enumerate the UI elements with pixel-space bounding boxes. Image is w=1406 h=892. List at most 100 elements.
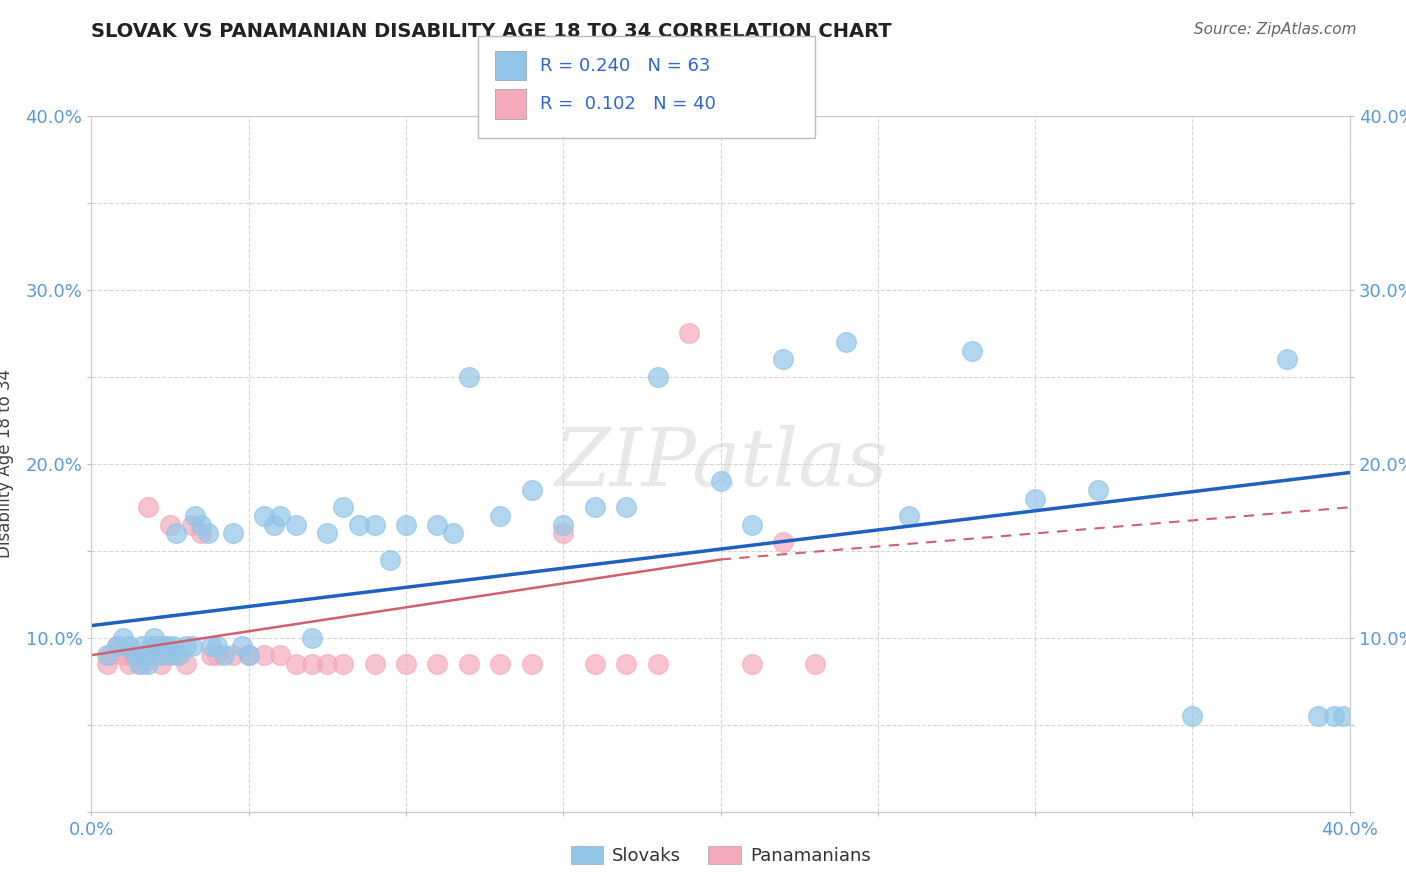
Point (457, 657, 479, 671)
Point (253, 648, 276, 662)
Point (426, 517, 449, 532)
Point (238, 648, 260, 662)
Point (553, 526, 575, 541)
Point (1308, 709, 1330, 723)
Text: R = 0.240   N = 63: R = 0.240 N = 63 (540, 56, 710, 75)
Point (222, 648, 245, 662)
Point (205, 640, 228, 654)
Text: SLOVAK VS PANAMANIAN DISABILITY AGE 18 TO 34 CORRELATION CHART: SLOVAK VS PANAMANIAN DISABILITY AGE 18 T… (91, 22, 891, 41)
Point (238, 648, 260, 662)
Text: R =  0.102   N = 40: R = 0.102 N = 40 (540, 95, 716, 113)
Point (222, 526, 245, 541)
Point (962, 343, 984, 358)
Point (520, 657, 543, 671)
Point (136, 657, 159, 671)
Point (200, 640, 222, 654)
Point (553, 517, 575, 532)
Point (395, 517, 418, 532)
Point (96, 648, 118, 662)
Point (200, 648, 222, 662)
Point (159, 517, 181, 532)
Point (709, 474, 731, 488)
Point (269, 648, 291, 662)
Point (134, 648, 156, 662)
Point (143, 631, 166, 645)
Point (489, 657, 512, 671)
Point (457, 369, 479, 384)
Point (111, 631, 134, 645)
Point (118, 657, 141, 671)
Point (772, 352, 794, 367)
Point (363, 517, 385, 532)
Point (284, 517, 307, 532)
Point (152, 640, 174, 654)
Point (741, 517, 763, 532)
Point (489, 508, 512, 523)
Point (647, 657, 669, 671)
Text: Source: ZipAtlas.com: Source: ZipAtlas.com (1194, 22, 1357, 37)
Y-axis label: Disability Age 18 to 34: Disability Age 18 to 34 (0, 369, 14, 558)
Point (169, 648, 191, 662)
Point (231, 640, 253, 654)
Point (143, 648, 166, 662)
Point (124, 648, 146, 662)
Point (162, 640, 184, 654)
Point (269, 508, 291, 523)
Point (105, 640, 128, 654)
Point (741, 657, 763, 671)
Legend: Slovaks, Panamanians: Slovaks, Panamanians (564, 838, 877, 872)
Point (212, 648, 235, 662)
Point (301, 657, 323, 671)
Point (614, 657, 637, 671)
Point (121, 648, 143, 662)
Point (772, 535, 794, 549)
Point (181, 517, 204, 532)
Point (131, 640, 153, 654)
Point (263, 517, 285, 532)
Point (156, 640, 179, 654)
Point (363, 657, 385, 671)
Point (301, 631, 323, 645)
Point (136, 500, 159, 515)
Point (128, 648, 150, 662)
Point (583, 657, 606, 671)
Point (181, 640, 204, 654)
Point (441, 526, 464, 541)
Point (380, 552, 402, 566)
Point (1323, 709, 1346, 723)
Point (583, 500, 606, 515)
Point (105, 640, 128, 654)
Point (898, 508, 921, 523)
Point (118, 640, 141, 654)
Point (316, 526, 339, 541)
Point (190, 526, 212, 541)
Point (284, 657, 307, 671)
Point (1024, 491, 1046, 506)
Point (184, 508, 207, 523)
Point (128, 657, 150, 671)
Point (647, 369, 669, 384)
Point (332, 500, 354, 515)
Point (98, 648, 121, 662)
Point (426, 657, 449, 671)
Point (332, 657, 354, 671)
Point (835, 334, 858, 349)
Point (520, 483, 543, 497)
Point (149, 648, 172, 662)
Point (1275, 352, 1298, 367)
Point (1181, 709, 1204, 723)
Point (614, 500, 637, 515)
Point (165, 648, 187, 662)
Point (131, 657, 153, 671)
Point (96, 657, 118, 671)
Point (146, 640, 169, 654)
Point (205, 648, 228, 662)
Point (395, 657, 418, 671)
Point (174, 657, 197, 671)
Point (253, 508, 276, 523)
Point (174, 640, 197, 654)
Point (1087, 483, 1109, 497)
Point (804, 657, 827, 671)
Point (165, 526, 187, 541)
Point (316, 657, 339, 671)
